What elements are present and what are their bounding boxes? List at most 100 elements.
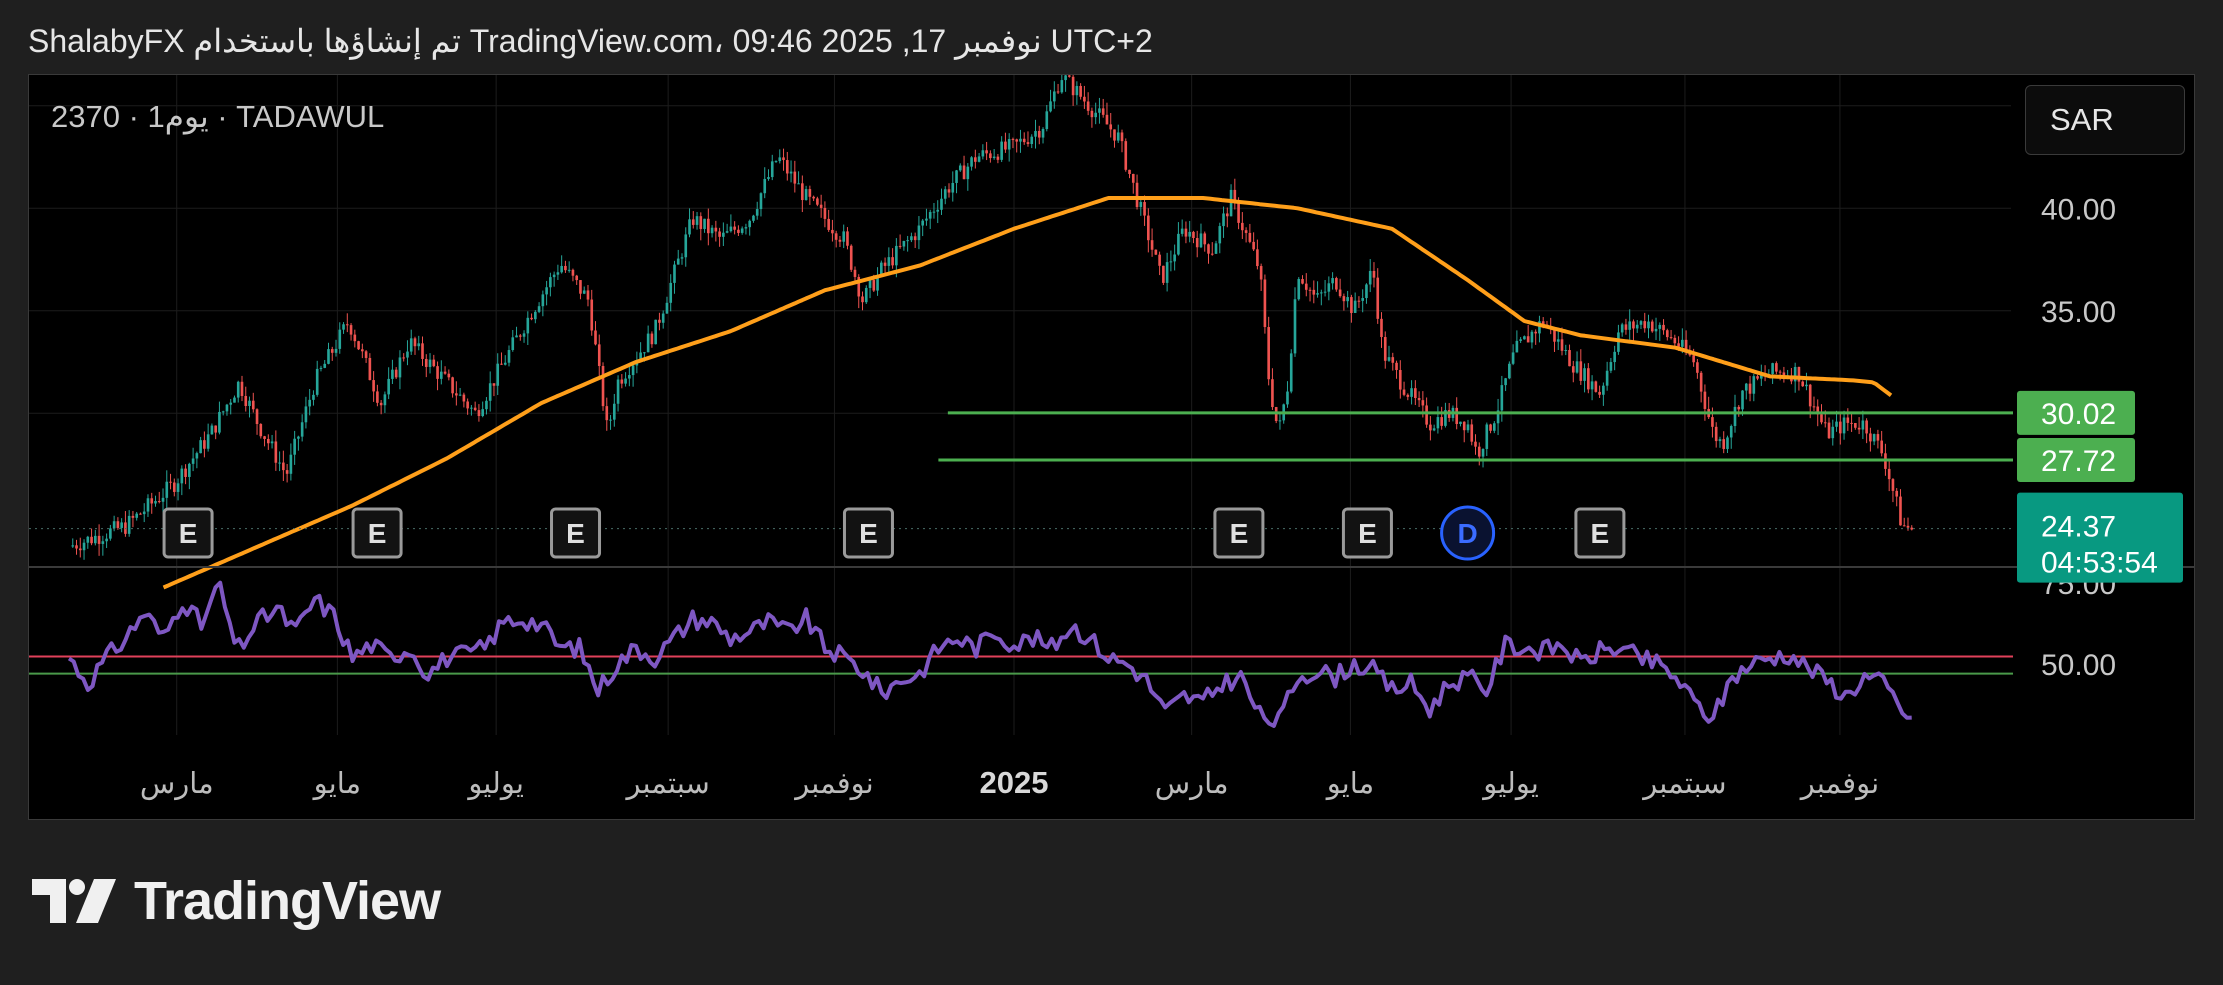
candle-body [1496,410,1500,424]
candle-body [1007,139,1011,150]
candle-body [646,333,650,353]
candle-body [387,378,390,395]
candle-body [985,150,988,154]
candle-body [180,468,184,484]
candle-body [1026,142,1030,144]
candle-body [861,296,864,303]
chart-panel[interactable]: E E E E E E D E 40.00 35.00 75.00 50.00 30.02 27.72 24… [28,74,2195,820]
candle-body [1812,406,1816,408]
candle-body [1526,336,1530,343]
candle-body [1143,202,1146,216]
candle-body [1489,424,1492,431]
candle-body [78,548,82,551]
candle-body [801,183,804,201]
candle-body [289,454,293,474]
candle-body [1511,352,1515,364]
candle-body [1658,324,1662,329]
chart-canvas[interactable]: E E E E E E D E40.0035.0075.0050.0030.0227.7224… [29,75,2195,820]
candle-body [774,161,778,163]
candle-body [567,269,571,271]
candle-body [831,229,834,234]
candle-body [1098,108,1101,113]
candle-body [733,226,736,230]
candle-body [921,220,924,226]
candle-body [925,218,928,221]
candle-body [718,231,721,237]
currency-button[interactable]: SAR [2025,85,2185,155]
candle-body [139,513,142,515]
candle-body [1395,362,1398,370]
candle-body [315,368,319,395]
candle-body [1150,240,1154,250]
candle-body [658,319,661,323]
candle-body [496,363,500,386]
candle-body [1835,421,1838,427]
candle-body [1711,417,1714,427]
candle-body [688,219,691,235]
candle-body [1357,300,1361,302]
candle-body [1568,350,1571,367]
candle-body [1726,437,1729,449]
candle-body [157,501,161,503]
candle-body [1590,381,1594,390]
candle-body [1432,428,1436,431]
time-axis-label: مايو [1325,768,1374,801]
candle-body [785,160,789,174]
candle-body [473,407,477,411]
candle-body [571,269,575,276]
candle-body [808,189,812,197]
candle-body [1286,391,1289,405]
candle-body [203,440,206,449]
candle-body [876,275,879,291]
candle-body [210,425,214,435]
candle-body [650,333,654,345]
candle-body [1425,405,1428,425]
candle-body [1838,421,1842,434]
candle-body [887,257,891,266]
candle-body [1429,424,1432,431]
candle-body [1737,406,1741,410]
candle-body [1902,525,1906,527]
candle-body [1361,298,1365,301]
candle-body [1353,300,1357,313]
candle-body [1304,283,1308,290]
candle-body [515,335,518,338]
candle-body [1316,293,1319,295]
candle-body [974,157,977,162]
candle-body [462,394,466,402]
last-price-badge [2017,492,2183,583]
candle-body [1556,339,1560,342]
tradingview-logo[interactable]: TradingView [32,870,441,932]
candle-body [1365,284,1368,299]
candle-body [695,216,699,225]
candle-body [1793,366,1797,382]
candle-body [1662,324,1665,331]
candle-body [725,231,729,233]
time-axis-label: يوليو [466,768,524,801]
candle-body [1910,527,1914,530]
candle-body [1669,337,1673,339]
candle-body [673,264,676,283]
candle-body [955,170,958,183]
candle-body [1203,233,1207,245]
candle-body [575,275,579,281]
candle-body [364,351,368,358]
candle-body [169,481,172,483]
candle-body [1256,249,1259,267]
candle-body [293,438,296,455]
candle-body [620,379,624,384]
candle-body [1508,363,1511,379]
earnings-marker-label: E [859,518,878,549]
candle-body [172,482,176,492]
candle-body [1733,406,1737,427]
candle-body [458,394,462,396]
candle-body [1037,130,1041,138]
candle-body [1210,253,1214,255]
candle-body [846,231,849,246]
candle-body [1816,406,1820,415]
candle-body [1587,368,1590,390]
candle-body [1609,362,1613,371]
candle-body [564,265,567,271]
candle-body [1628,321,1632,330]
earnings-marker [162,507,214,559]
